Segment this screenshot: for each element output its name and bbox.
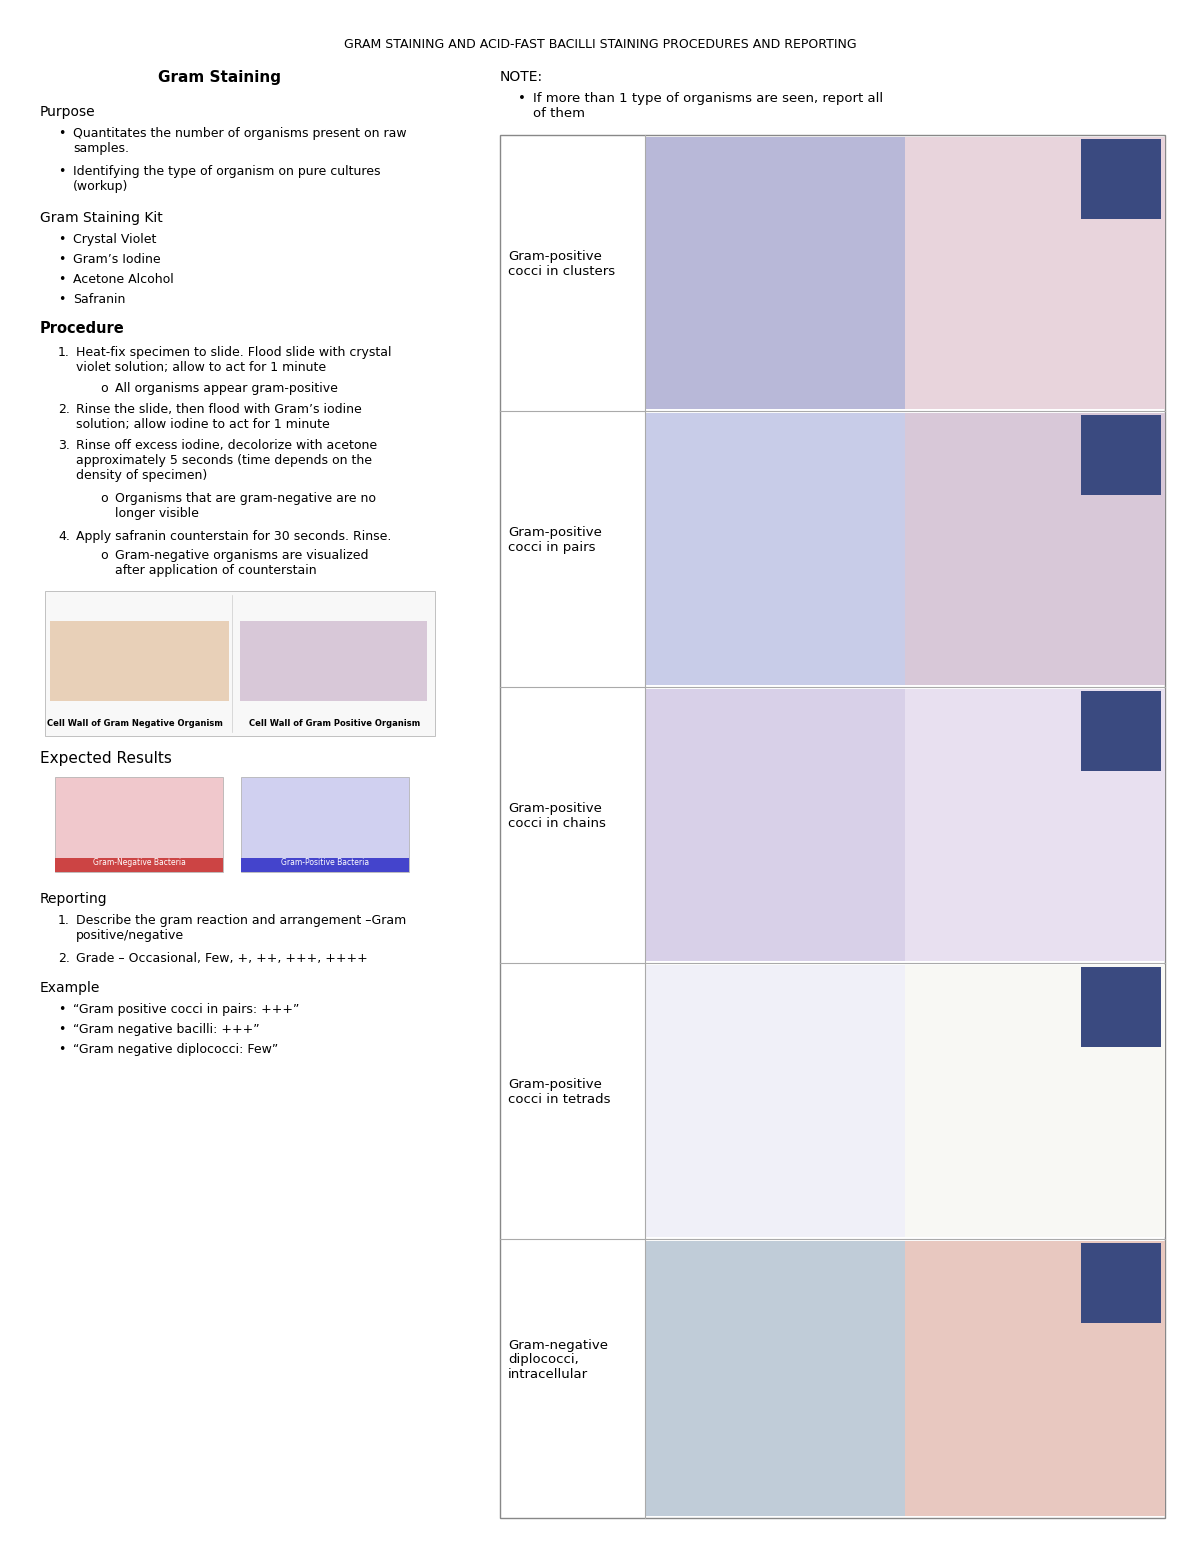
Bar bbox=[646, 137, 905, 408]
Text: Gram-negative
diplococci,
intracellular: Gram-negative diplococci, intracellular bbox=[508, 1339, 608, 1382]
Text: Rinse the slide, then flood with Gram’s iodine
solution; allow iodine to act for: Rinse the slide, then flood with Gram’s … bbox=[76, 402, 361, 432]
Text: 1.: 1. bbox=[58, 915, 70, 927]
Text: All organisms appear gram-positive: All organisms appear gram-positive bbox=[115, 382, 338, 394]
Text: Gram’s Iodine: Gram’s Iodine bbox=[73, 253, 161, 266]
Text: Gram-Positive Bacteria: Gram-Positive Bacteria bbox=[281, 857, 370, 867]
Text: “Gram positive cocci in pairs: +++”: “Gram positive cocci in pairs: +++” bbox=[73, 1003, 299, 1016]
Text: •: • bbox=[58, 1044, 65, 1056]
Text: •: • bbox=[58, 1023, 65, 1036]
Text: “Gram negative diplococci: Few”: “Gram negative diplococci: Few” bbox=[73, 1044, 278, 1056]
Text: •: • bbox=[58, 165, 65, 179]
Text: Describe the gram reaction and arrangement –Gram
positive/negative: Describe the gram reaction and arrangeme… bbox=[76, 915, 407, 943]
Text: Procedure: Procedure bbox=[40, 321, 125, 335]
Text: Purpose: Purpose bbox=[40, 106, 96, 120]
Text: Grade – Occasional, Few, +, ++, +++, ++++: Grade – Occasional, Few, +, ++, +++, +++… bbox=[76, 952, 367, 964]
Text: Gram-Negative Bacteria: Gram-Negative Bacteria bbox=[92, 857, 186, 867]
Text: NOTE:: NOTE: bbox=[500, 70, 544, 84]
Text: o: o bbox=[100, 550, 108, 562]
Text: Apply safranin counterstain for 30 seconds. Rinse.: Apply safranin counterstain for 30 secon… bbox=[76, 530, 391, 544]
Text: Gram-positive
cocci in tetrads: Gram-positive cocci in tetrads bbox=[508, 1078, 611, 1106]
Text: Gram-positive
cocci in chains: Gram-positive cocci in chains bbox=[508, 801, 606, 829]
Text: 3.: 3. bbox=[58, 439, 70, 452]
Text: Gram-Negative Bacteria: Gram-Negative Bacteria bbox=[84, 874, 194, 884]
Text: 2.: 2. bbox=[58, 952, 70, 964]
Text: 1.: 1. bbox=[58, 346, 70, 359]
Text: Gram-positive
cocci in clusters: Gram-positive cocci in clusters bbox=[508, 250, 616, 278]
Bar bbox=[905, 1241, 1165, 1516]
Bar bbox=[500, 135, 1165, 1517]
Text: Acetone Alcohol: Acetone Alcohol bbox=[73, 273, 174, 286]
Bar bbox=[241, 857, 409, 871]
Bar bbox=[241, 776, 409, 871]
Bar bbox=[905, 137, 1165, 408]
Bar bbox=[905, 690, 1165, 961]
Text: Crystal Violet: Crystal Violet bbox=[73, 233, 156, 245]
Text: Identifying the type of organism on pure cultures
(workup): Identifying the type of organism on pure… bbox=[73, 165, 380, 193]
Bar bbox=[905, 964, 1165, 1238]
Bar bbox=[55, 776, 223, 871]
Text: Organisms that are gram-negative are no
longer visible: Organisms that are gram-negative are no … bbox=[115, 492, 376, 520]
Text: Gram Staining: Gram Staining bbox=[158, 70, 282, 85]
Text: 2.: 2. bbox=[58, 402, 70, 416]
Text: •: • bbox=[58, 1003, 65, 1016]
Text: •: • bbox=[58, 294, 65, 306]
Bar bbox=[1081, 140, 1162, 219]
Text: Example: Example bbox=[40, 981, 101, 995]
Text: Heat-fix specimen to slide. Flood slide with crystal
violet solution; allow to a: Heat-fix specimen to slide. Flood slide … bbox=[76, 346, 391, 374]
Text: Gram-negative organisms are visualized
after application of counterstain: Gram-negative organisms are visualized a… bbox=[115, 550, 368, 578]
Text: Gram Staining Kit: Gram Staining Kit bbox=[40, 211, 163, 225]
Bar bbox=[240, 621, 427, 700]
Text: GRAM STAINING AND ACID-FAST BACILLI STAINING PROCEDURES AND REPORTING: GRAM STAINING AND ACID-FAST BACILLI STAI… bbox=[343, 37, 857, 51]
Text: If more than 1 type of organisms are seen, report all
of them: If more than 1 type of organisms are see… bbox=[533, 92, 883, 120]
Text: 4.: 4. bbox=[58, 530, 70, 544]
Bar bbox=[1081, 1242, 1162, 1323]
Bar bbox=[1081, 415, 1162, 495]
Bar bbox=[646, 964, 905, 1238]
Text: o: o bbox=[100, 382, 108, 394]
Text: “Gram negative bacilli: +++”: “Gram negative bacilli: +++” bbox=[73, 1023, 259, 1036]
Text: Safranin: Safranin bbox=[73, 294, 125, 306]
Text: •: • bbox=[58, 233, 65, 245]
Text: •: • bbox=[58, 127, 65, 140]
Text: Reporting: Reporting bbox=[40, 891, 108, 905]
Bar bbox=[46, 592, 436, 736]
Bar bbox=[50, 621, 229, 700]
Bar bbox=[55, 857, 223, 871]
Text: Gram-positive
cocci in pairs: Gram-positive cocci in pairs bbox=[508, 526, 602, 554]
Bar bbox=[1081, 968, 1162, 1047]
Text: Quantitates the number of organisms present on raw
samples.: Quantitates the number of organisms pres… bbox=[73, 127, 407, 155]
Bar bbox=[646, 1241, 905, 1516]
Text: o: o bbox=[100, 492, 108, 505]
Bar bbox=[905, 413, 1165, 685]
Text: Cell Wall of Gram Positive Organism: Cell Wall of Gram Positive Organism bbox=[250, 719, 421, 728]
Text: Cell Wall of Gram Negative Organism: Cell Wall of Gram Negative Organism bbox=[47, 719, 223, 728]
Bar bbox=[646, 690, 905, 961]
Text: Expected Results: Expected Results bbox=[40, 752, 172, 766]
Text: Rinse off excess iodine, decolorize with acetone
approximately 5 seconds (time d: Rinse off excess iodine, decolorize with… bbox=[76, 439, 377, 481]
Bar bbox=[646, 413, 905, 685]
Text: •: • bbox=[518, 92, 526, 106]
Text: •: • bbox=[58, 273, 65, 286]
Bar bbox=[1081, 691, 1162, 770]
Text: •: • bbox=[58, 253, 65, 266]
